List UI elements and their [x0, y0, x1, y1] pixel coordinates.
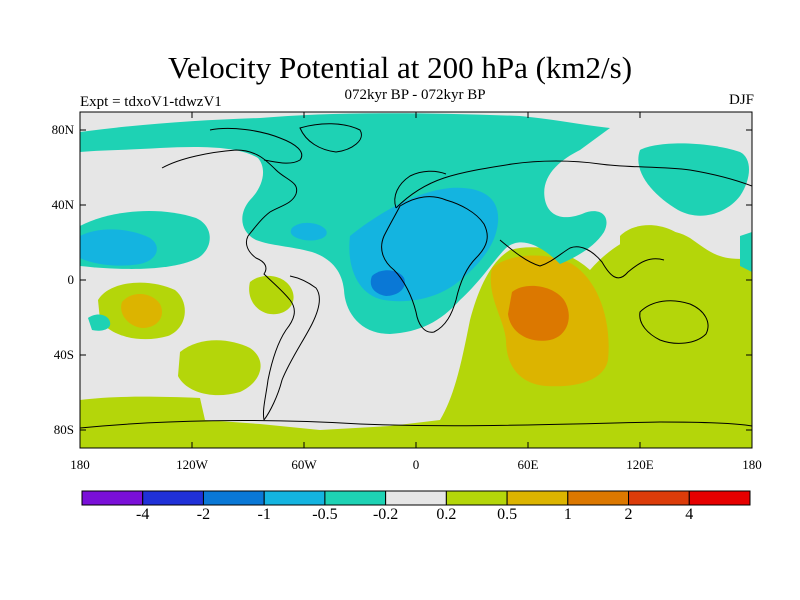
colorbar-label: 0.2 [436, 506, 457, 523]
colorbar-label: -4 [136, 506, 150, 523]
coast-europe-west [394, 170, 447, 209]
season-label: DJF [728, 92, 754, 108]
region-negative-east-asia [638, 143, 749, 216]
experiment-label: Expt = tdxoV1-tdwzV1 [80, 94, 222, 110]
colorbar-label: 0.5 [497, 506, 518, 523]
colorbar-label: -1 [257, 506, 271, 523]
lat-label-equator: 0 [67, 272, 75, 287]
colorbar-swatch [142, 490, 204, 506]
coast-antarctica [80, 420, 752, 429]
lon-label-120w: 120W [176, 457, 208, 472]
lon-label-0: 0 [412, 457, 420, 472]
colorbar [81, 490, 751, 506]
lat-label-80n: 80N [51, 122, 74, 137]
coast-south-america-east [263, 275, 320, 421]
coast-canada-north [209, 127, 303, 164]
region-negative-atlantic-core [290, 222, 327, 241]
region-positive-australia [640, 293, 720, 331]
colorbar-swatch [263, 490, 326, 506]
colorbar-swatch [567, 490, 630, 506]
region-positive-south-america [249, 275, 294, 315]
lon-label-120e: 120E [626, 457, 654, 472]
colorbar-swatch [202, 490, 265, 506]
colorbar-swatch [628, 490, 690, 506]
region-negative-east-pacific-core [80, 229, 157, 266]
region-negative-central-west-pacific [740, 232, 752, 272]
coast-greenland [299, 123, 362, 153]
region-positive-asia [620, 225, 694, 310]
region-strong-indian-ocean [508, 285, 569, 341]
coastlines [80, 123, 752, 429]
region-negative-small-pacific [88, 314, 111, 331]
axis-ticks [79, 112, 753, 448]
region-strong-negative-africa [370, 270, 405, 296]
coast-africa [381, 196, 488, 333]
colorbar-swatch [385, 490, 447, 506]
colorbar-swatch [688, 490, 751, 506]
coast-americas [161, 149, 298, 421]
coast-south-asia [499, 239, 665, 279]
lon-label-60e: 60E [517, 457, 539, 472]
lon-label-180-east: 180 [742, 457, 762, 472]
colorbar-swatch [81, 490, 144, 506]
lat-label-80s: 80S [53, 422, 74, 437]
contour-field [80, 112, 752, 448]
region-positive-south-pacific [178, 340, 261, 396]
map-title: Velocity Potential at 200 hPa (km2/s) [167, 50, 633, 85]
lat-label-40s: 40S [53, 347, 74, 362]
region-negative-north-band [80, 113, 610, 334]
coast-australia [639, 300, 709, 344]
colorbar-label: 1 [563, 506, 572, 523]
colorbar-label: -0.2 [372, 506, 399, 523]
colorbar-swatch [506, 490, 569, 506]
colorbar-label: 2 [624, 506, 633, 523]
lat-label-40n: 40N [51, 197, 74, 212]
colorbar-label: -2 [196, 506, 211, 523]
colorbar-label: -0.5 [312, 506, 338, 523]
region-positive-west-pacific-core [121, 293, 162, 328]
colorbar-swatch [445, 490, 508, 506]
map-subtitle: 072kyr BP - 072kyr BP [344, 87, 486, 103]
lon-label-60w: 60W [291, 457, 317, 472]
colorbar-label: 4 [685, 506, 694, 523]
colorbar-swatch [324, 490, 387, 506]
coast-eurasia-south [395, 160, 752, 209]
lon-label-180-west: 180 [70, 457, 90, 472]
